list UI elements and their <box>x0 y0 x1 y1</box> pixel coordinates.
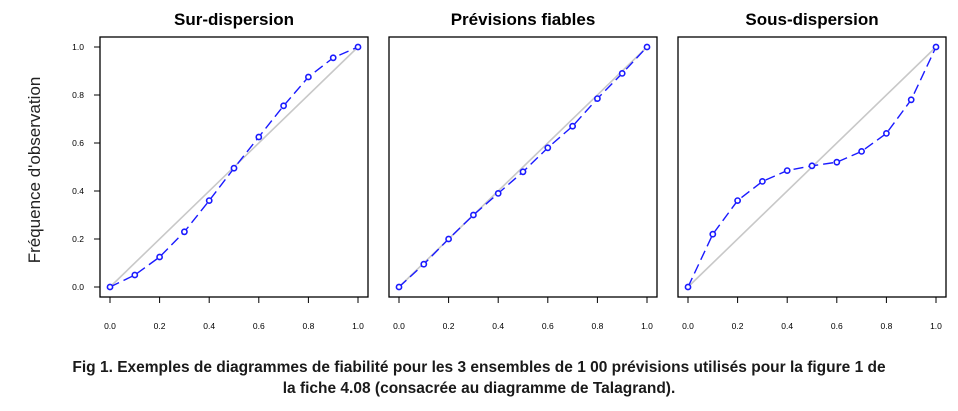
chart-title: Prévisions fiables <box>451 10 596 29</box>
y-tick-label: 0.0 <box>72 282 84 292</box>
x-tick-label: 0.4 <box>203 321 215 331</box>
x-tick-label: 0.0 <box>393 321 405 331</box>
x-tick-label: 0.2 <box>732 321 744 331</box>
reference-diagonal-line <box>398 46 648 288</box>
caption-line-2: la fiche 4.08 (consacrée au diagramme de… <box>282 380 676 397</box>
chart-panel-3: Sous-dispersion 0.0 0.2 0.4 0.6 0.8 1.0 <box>677 10 947 331</box>
data-point <box>420 260 428 268</box>
y-tick-label: 0.8 <box>72 90 84 100</box>
x-tick-label: 0.8 <box>302 321 314 331</box>
chart-panel-2: Prévisions fiables 0.0 0.2 0.4 0.6 0.8 1.0 <box>388 10 658 331</box>
y-tick-label: 1.0 <box>72 42 84 52</box>
data-point <box>684 283 692 291</box>
x-tick-label: 0.0 <box>682 321 694 331</box>
data-point <box>156 253 163 261</box>
data-point <box>618 70 626 77</box>
caption-line-1: Fig 1. Exemples de diagrammes de fiabili… <box>72 359 886 376</box>
data-point <box>932 43 940 51</box>
data-point <box>907 96 915 104</box>
x-tick-label: 0.8 <box>591 321 603 331</box>
y-axis-label: Fréquence d'observation <box>25 77 44 264</box>
data-point <box>469 211 477 219</box>
x-tick-label: 0.6 <box>542 321 554 331</box>
x-tick-label: 0.6 <box>831 321 843 331</box>
data-point <box>230 164 238 172</box>
x-tick-label: 0.2 <box>154 321 166 331</box>
data-point <box>445 235 452 243</box>
data-point <box>709 230 717 238</box>
data-point <box>494 189 502 197</box>
data-point <box>205 197 213 204</box>
data-point <box>255 133 263 141</box>
data-point <box>759 177 766 185</box>
data-point <box>280 102 287 110</box>
x-tick-label: 0.8 <box>880 321 892 331</box>
plot-frame <box>99 36 369 298</box>
y-tick-label: 0.6 <box>72 138 84 148</box>
chart-panel-1: Sur-dispersion 0.0 0.2 0.4 0.6 0.8 1.0 0.0 0.2 0.… <box>72 10 369 331</box>
chart-title: Sous-dispersion <box>745 10 878 29</box>
x-tick-label: 0.0 <box>104 321 116 331</box>
x-tick-label: 1.0 <box>930 321 942 331</box>
data-point <box>329 54 337 62</box>
data-point <box>734 197 741 204</box>
x-tick-label: 0.2 <box>443 321 455 331</box>
plot-frame <box>677 36 947 298</box>
data-point <box>180 228 188 236</box>
data-point <box>833 158 841 166</box>
x-tick-label: 1.0 <box>641 321 653 331</box>
y-tick-label: 0.2 <box>72 234 84 244</box>
plot-frame <box>388 36 658 298</box>
data-point <box>643 43 651 51</box>
x-tick-label: 0.4 <box>492 321 504 331</box>
data-point <box>783 167 791 174</box>
data-point <box>594 95 601 102</box>
chart-title: Sur-dispersion <box>174 10 294 29</box>
chart-panels: Sur-dispersion 0.0 0.2 0.4 0.6 0.8 1.0 0.0 0.2 0.… <box>72 10 947 331</box>
data-point <box>304 73 312 81</box>
data-point <box>883 129 890 137</box>
data-point <box>569 122 576 130</box>
data-point <box>106 283 114 291</box>
x-tick-label: 0.4 <box>781 321 793 331</box>
data-point <box>395 283 403 291</box>
y-tick-label: 0.4 <box>72 186 84 196</box>
data-point <box>858 147 865 155</box>
data-point <box>808 162 816 170</box>
x-tick-label: 1.0 <box>352 321 364 331</box>
data-point <box>519 168 527 176</box>
data-point <box>544 144 552 152</box>
x-tick-label: 0.6 <box>253 321 265 331</box>
data-point <box>131 271 139 279</box>
figure-caption: Fig 1. Exemples de diagrammes de fiabili… <box>0 357 958 399</box>
data-point <box>354 43 362 51</box>
